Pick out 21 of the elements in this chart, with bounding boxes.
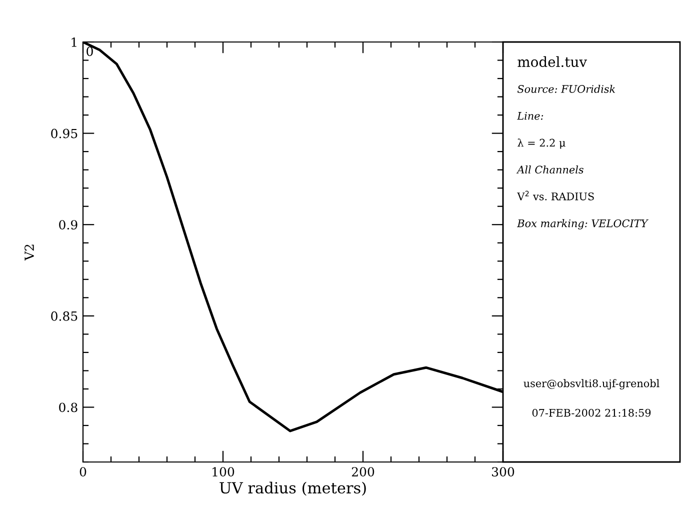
- x-tick-label: 100: [212, 467, 234, 477]
- text: model.tuv: [518, 56, 587, 68]
- text: All Channels: [516, 165, 584, 174]
- source-note: Source: FUOridisk: [517, 84, 615, 93]
- text: user@obsvlti8.ujf-grenobl: [524, 379, 660, 390]
- text: Line:: [517, 112, 544, 120]
- annotation: 0: [86, 46, 93, 56]
- text: Box marking: VELOCITY: [517, 219, 648, 230]
- y-tick-label: 1: [72, 37, 76, 47]
- x-tick-label: 0: [80, 467, 86, 477]
- y-tick-label: 0.95: [51, 128, 78, 138]
- x-axis-title: UV radius (meters): [220, 482, 366, 496]
- x-tick-label: 300: [492, 467, 514, 477]
- y-tick-label: 0.85: [51, 311, 78, 321]
- text: λ = 2.2 μ: [518, 138, 566, 149]
- text: V$^{2}$ vs. RADIUS: [517, 190, 594, 200]
- y-axis-title: V2: [24, 244, 34, 261]
- y-tick-label: 0.8: [59, 402, 78, 412]
- y-tick-label: 0.9: [59, 220, 78, 230]
- x-tick-label: 200: [352, 467, 374, 477]
- text: 07-FEB-2002 21:18:59: [532, 408, 651, 417]
